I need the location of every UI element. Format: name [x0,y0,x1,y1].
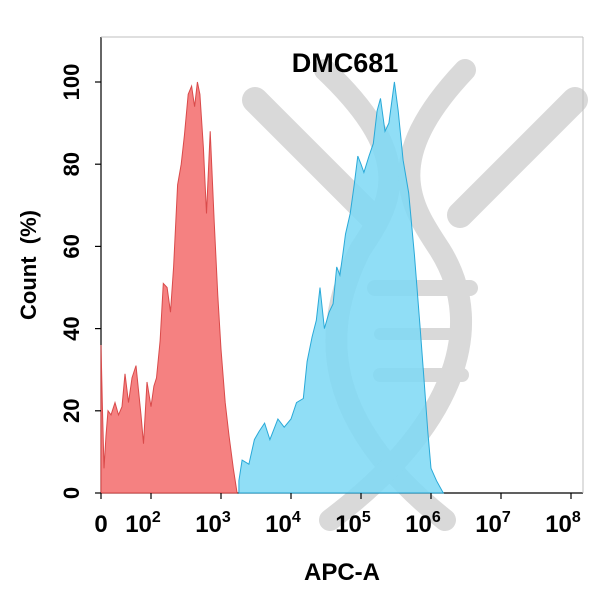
chart-title: DMC681 [292,48,399,78]
watermark-arm-left [242,87,383,228]
x-tick-label: 107 [475,509,511,538]
y-tick-label: 20 [59,399,84,423]
x-tick-label: 103 [195,509,231,538]
x-tick-label: 105 [335,509,371,538]
series-layer [100,81,445,494]
y-tick-label: 100 [59,64,84,101]
y-tick-label: 80 [59,152,84,176]
watermark-arm-right [447,87,588,228]
histogram-series-2 [238,81,445,494]
x-tick-label: 106 [405,509,441,538]
x-tick-label: 104 [265,509,301,538]
x-axis-title: APC-A [304,559,380,586]
histogram-series-1 [100,81,238,494]
y-tick-label: 0 [59,487,84,499]
tick-layer: 0 102 103 104 105 106 107 108 0 20 40 60 80 100 [59,64,581,538]
x-tick-label: 0 [94,511,107,538]
y-axis-title: Count (%) [16,210,41,320]
y-tick-label: 40 [59,316,84,340]
x-tick-label: 108 [545,509,581,538]
y-tick-label: 60 [59,234,84,258]
x-tick-label: 102 [125,509,161,538]
